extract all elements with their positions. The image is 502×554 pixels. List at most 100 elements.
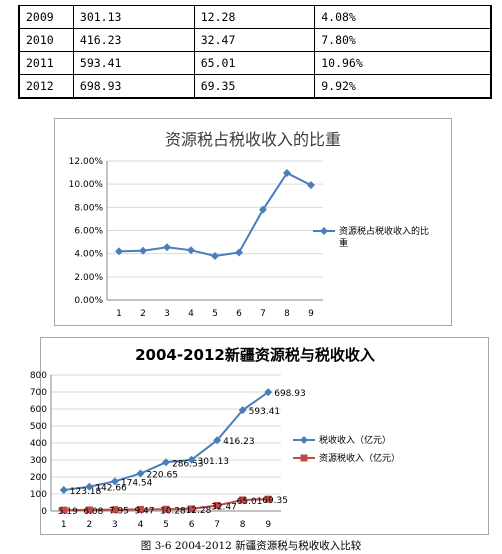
- legend-marker: [300, 436, 308, 444]
- data-point: [162, 505, 170, 513]
- y-tick-label: 300: [30, 456, 47, 466]
- table-cell: 698.93: [72, 74, 195, 99]
- legend-label: 资源税收入（亿元）: [319, 452, 400, 464]
- revenue-chart-svg: 2004-2012新疆资源税与税收收入 0 100 200 300 400 500 600 7…: [30, 346, 400, 530]
- table-cell: 9.92%: [314, 74, 493, 99]
- data-point: [283, 169, 291, 178]
- data-point: [213, 501, 221, 509]
- legend-marker: [320, 227, 328, 235]
- data-label: 69.35: [262, 496, 288, 506]
- data-label: 416.23: [223, 437, 255, 447]
- data-label: 10.28: [160, 506, 186, 516]
- data-label: 220.65: [146, 470, 178, 480]
- data-point: [115, 247, 123, 256]
- data-label: 7.95: [109, 507, 129, 517]
- data-point: [235, 248, 243, 257]
- data-label: 6.08: [83, 507, 103, 517]
- data-point: [259, 205, 267, 214]
- legend-label: 税收收入（亿元）: [319, 434, 391, 446]
- y-tick-label: 800: [30, 371, 47, 381]
- data-point: [264, 388, 273, 397]
- share-chart: 资源税占税收收入的比重 0.00% 2.00% 4.00% 6.00% 8.00% 10.…: [54, 118, 452, 326]
- data-label: 9.47: [134, 506, 154, 516]
- table-cell: 10.96%: [314, 51, 493, 75]
- data-label: 286.53: [172, 459, 204, 469]
- table-cell: 416.23: [72, 28, 195, 52]
- data-point: [110, 477, 119, 486]
- x-tick-label: 9: [308, 309, 314, 319]
- data-point: [85, 482, 94, 491]
- table-row: 2010 416.23 32.47 7.80%: [17, 28, 493, 52]
- y-tick-label: 10.00%: [69, 180, 104, 190]
- x-tick-label: 7: [214, 520, 220, 530]
- table-cell: 2011: [17, 51, 74, 75]
- table-cell: 2010: [17, 28, 74, 52]
- y-tick-label: 4.00%: [74, 250, 103, 260]
- data-label: 5.19: [58, 507, 78, 517]
- table-cell: 301.13: [72, 5, 195, 29]
- table-cell: 7.80%: [314, 28, 493, 52]
- data-label: 698.93: [274, 389, 306, 399]
- table-row: 2009 301.13 12.28 4.08%: [17, 5, 493, 29]
- y-tick-label: 2.00%: [74, 273, 103, 283]
- table-cell: 593.41: [72, 51, 195, 75]
- x-tick-label: 8: [284, 309, 290, 319]
- data-point: [136, 469, 145, 478]
- data-point: [239, 496, 247, 504]
- legend-label: 资源税占税收收入的比重: [339, 225, 429, 249]
- revenue-chart: 2004-2012新疆资源税与税收收入 0 100 200 300 400 500 600 7…: [30, 337, 489, 535]
- table-row: 2011 593.41 65.01 10.96%: [17, 51, 493, 75]
- x-tick-label: 9: [265, 520, 271, 530]
- y-tick-label: 500: [30, 422, 47, 432]
- data-point: [60, 506, 68, 514]
- revenue-chart-title: 2004-2012新疆资源税与税收收入: [135, 346, 375, 364]
- x-tick-label: 4: [188, 309, 194, 319]
- x-tick-label: 1: [116, 309, 122, 319]
- share-chart-title: 资源税占税收收入的比重: [165, 130, 341, 149]
- data-point: [211, 251, 219, 260]
- data-table: 2009 301.13 12.28 4.08% 2010 416.23 32.47 7.80%…: [17, 5, 493, 99]
- table-cell: 12.28: [193, 5, 316, 29]
- data-point: [213, 436, 222, 445]
- x-tick-label: 8: [240, 520, 246, 530]
- data-label: 174.54: [121, 478, 153, 488]
- data-point: [139, 246, 147, 255]
- data-point: [163, 243, 171, 252]
- x-tick-label: 6: [236, 309, 242, 319]
- data-point: [187, 455, 196, 464]
- y-tick-label: 200: [30, 473, 47, 483]
- share-chart-svg: 资源税占税收收入的比重 0.00% 2.00% 4.00% 6.00% 8.00% 10.…: [69, 130, 429, 319]
- x-tick-label: 5: [212, 309, 218, 319]
- data-point: [162, 458, 170, 467]
- data-label: 12.28: [186, 506, 212, 516]
- x-tick-label: 6: [189, 520, 195, 530]
- y-tick-label: 0: [41, 507, 47, 517]
- y-tick-label: 6.00%: [74, 227, 103, 237]
- x-tick-label: 1: [61, 520, 67, 530]
- data-point: [85, 506, 93, 514]
- table-cell: 2012: [17, 74, 74, 99]
- x-tick-label: 7: [260, 309, 266, 319]
- x-tick-label: 2: [86, 520, 92, 530]
- x-tick-label: 5: [163, 520, 169, 530]
- y-tick-label: 700: [30, 388, 47, 398]
- data-point: [307, 181, 315, 190]
- figure-caption: 图 3-6 2004-2012 新疆资源税与税收收入比较: [140, 540, 362, 552]
- data-point: [111, 506, 119, 514]
- x-tick-label: 4: [138, 520, 144, 530]
- table-cell: 2009: [17, 5, 74, 29]
- data-label: 123.18: [70, 487, 102, 497]
- table-cell: 69.35: [193, 74, 316, 99]
- data-label: 142.66: [95, 484, 127, 494]
- table-row: 2012 698.93 69.35 9.92%: [17, 74, 493, 99]
- table-cell: 32.47: [193, 28, 316, 52]
- data-label: 593.41: [249, 407, 281, 417]
- y-tick-label: 8.00%: [74, 203, 103, 213]
- data-label: 301.13: [198, 457, 230, 467]
- y-tick-label: 12.00%: [69, 157, 104, 167]
- y-tick-label: 400: [30, 439, 47, 449]
- x-tick-label: 2: [140, 309, 146, 319]
- table-cell: 65.01: [193, 51, 316, 75]
- data-point: [188, 505, 196, 513]
- data-point: [187, 246, 195, 255]
